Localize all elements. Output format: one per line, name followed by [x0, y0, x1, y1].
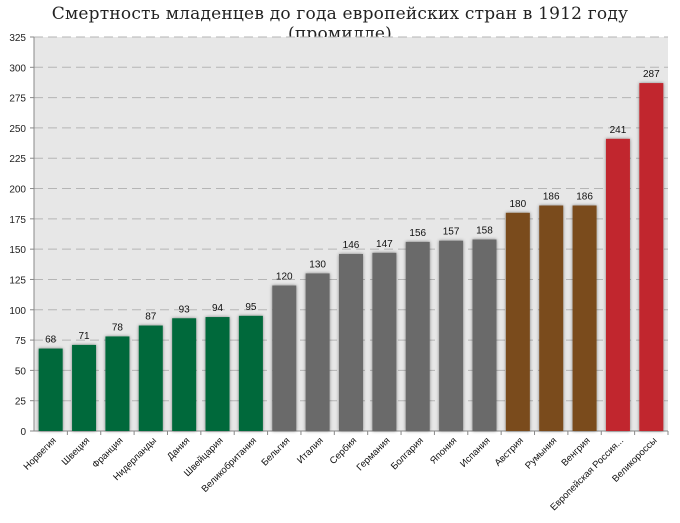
x-tick-label: Италия — [295, 435, 326, 466]
bar — [172, 318, 197, 431]
bar — [305, 273, 330, 431]
bar — [138, 325, 163, 431]
data-label: 93 — [179, 304, 191, 315]
y-tick-label: 0 — [20, 427, 26, 438]
data-label: 78 — [112, 322, 124, 333]
x-tick-label: Бельгия — [259, 435, 292, 468]
data-label: 94 — [212, 303, 224, 314]
data-label: 71 — [78, 331, 90, 342]
y-tick-label: 125 — [9, 275, 26, 286]
data-label: 130 — [309, 259, 326, 270]
data-label: 186 — [576, 192, 593, 203]
x-tick-label: Венгрия — [559, 435, 592, 468]
bar — [272, 285, 297, 431]
x-tick-label: Австрия — [493, 435, 526, 468]
data-label: 180 — [509, 199, 526, 210]
y-tick-label: 50 — [15, 366, 27, 377]
bar — [105, 336, 130, 431]
bar — [238, 315, 263, 431]
bar — [472, 239, 497, 431]
y-tick-label: 150 — [9, 245, 26, 256]
data-label: 95 — [245, 302, 257, 313]
data-label: 158 — [476, 225, 493, 236]
data-label: 287 — [643, 69, 660, 80]
bar — [339, 254, 363, 431]
bar — [72, 344, 97, 431]
data-label: 120 — [276, 272, 293, 283]
data-label: 147 — [376, 239, 393, 250]
bar — [539, 205, 564, 431]
bar — [639, 83, 664, 432]
data-label: 186 — [543, 192, 560, 203]
x-tick-label: Норвегия — [22, 435, 59, 472]
data-label: 87 — [145, 312, 157, 323]
x-tick-label: Румыния — [523, 435, 559, 471]
y-tick-label: 175 — [9, 215, 26, 226]
y-tick-label: 275 — [9, 94, 26, 105]
y-tick-label: 225 — [9, 154, 26, 165]
x-tick-label: Сербия — [328, 435, 359, 466]
bar — [605, 138, 630, 431]
x-tick-label: Болгария — [389, 435, 426, 472]
bar — [205, 317, 230, 431]
data-label: 68 — [45, 335, 57, 346]
bar — [372, 252, 397, 431]
y-tick-label: 25 — [15, 397, 27, 408]
bar — [38, 348, 63, 431]
data-label: 146 — [343, 240, 360, 251]
y-tick-label: 200 — [9, 185, 26, 196]
x-tick-label: Германия — [355, 435, 393, 473]
data-label: 157 — [443, 227, 460, 238]
bar — [439, 240, 464, 431]
y-tick-label: 300 — [9, 63, 26, 74]
y-tick-label: 75 — [15, 336, 27, 347]
y-tick-label: 100 — [9, 306, 26, 317]
x-tick-label: Испания — [458, 435, 492, 469]
y-tick-label: 250 — [9, 124, 26, 135]
data-label: 156 — [409, 228, 426, 239]
y-tick-label: 325 — [9, 33, 26, 44]
bar — [505, 212, 530, 431]
x-tick-label: Дания — [165, 435, 192, 462]
x-tick-label: Швеция — [60, 435, 92, 467]
x-tick-label: Япония — [428, 435, 459, 466]
bar — [405, 241, 430, 431]
bar — [572, 205, 597, 431]
data-label: 241 — [610, 125, 627, 136]
